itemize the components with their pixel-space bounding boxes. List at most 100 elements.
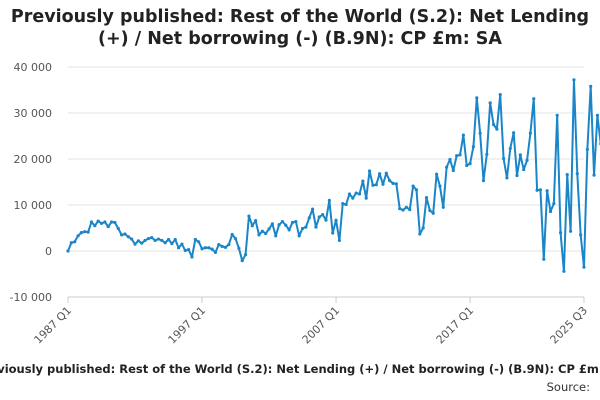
data-point[interactable] (183, 248, 187, 253)
data-point[interactable] (391, 181, 395, 185)
data-point[interactable] (83, 230, 87, 234)
data-point[interactable] (347, 192, 352, 196)
data-point[interactable] (109, 220, 114, 224)
data-point[interactable] (448, 157, 452, 162)
data-point[interactable] (589, 84, 593, 88)
data-point[interactable] (300, 226, 305, 231)
data-point[interactable] (505, 176, 509, 180)
data-point[interactable] (324, 218, 328, 222)
data-point[interactable] (254, 219, 258, 223)
data-point[interactable] (160, 238, 164, 243)
data-point[interactable] (267, 227, 271, 231)
data-point[interactable] (408, 208, 412, 212)
data-point[interactable] (548, 209, 553, 214)
data-point[interactable] (357, 192, 362, 196)
data-point[interactable] (445, 165, 449, 169)
data-point[interactable] (163, 241, 167, 245)
data-point[interactable] (592, 173, 596, 177)
data-point[interactable] (277, 223, 281, 227)
data-point[interactable] (290, 220, 295, 225)
data-point[interactable] (207, 246, 211, 250)
data-point[interactable] (247, 214, 251, 218)
data-point[interactable] (434, 172, 439, 176)
data-point[interactable] (508, 146, 512, 151)
data-point[interactable] (532, 97, 536, 101)
data-point[interactable] (176, 246, 181, 250)
data-point[interactable] (428, 208, 432, 213)
data-point[interactable] (153, 238, 157, 243)
data-point[interactable] (86, 230, 90, 234)
data-point[interactable] (471, 144, 476, 149)
data-point[interactable] (297, 234, 301, 238)
data-point[interactable] (260, 229, 264, 233)
data-point[interactable] (227, 242, 231, 247)
data-point[interactable] (414, 188, 419, 192)
data-point[interactable] (170, 242, 174, 246)
data-point[interactable] (535, 188, 539, 192)
data-point[interactable] (525, 158, 529, 162)
data-point[interactable] (411, 184, 415, 188)
data-point[interactable] (180, 242, 184, 246)
data-point[interactable] (522, 167, 526, 172)
data-point[interactable] (361, 179, 365, 183)
data-point[interactable] (558, 231, 563, 235)
data-point[interactable] (498, 93, 502, 97)
data-point[interactable] (538, 188, 543, 192)
data-point[interactable] (562, 269, 566, 273)
data-point[interactable] (485, 152, 489, 156)
data-point[interactable] (287, 228, 291, 232)
data-point[interactable] (337, 238, 341, 243)
data-point[interactable] (197, 240, 201, 244)
data-point[interactable] (501, 156, 506, 161)
data-point[interactable] (123, 232, 127, 236)
data-point[interactable] (528, 131, 532, 135)
data-point[interactable] (76, 234, 80, 238)
data-point[interactable] (250, 224, 254, 228)
data-point[interactable] (595, 113, 600, 117)
data-point[interactable] (120, 233, 124, 237)
data-point[interactable] (458, 153, 462, 157)
data-point[interactable] (341, 202, 345, 206)
data-point[interactable] (401, 208, 405, 212)
data-point[interactable] (468, 162, 472, 166)
data-point[interactable] (166, 237, 171, 242)
data-point[interactable] (190, 255, 194, 259)
data-point[interactable] (146, 236, 151, 241)
data-point[interactable] (378, 172, 382, 176)
data-point[interactable] (156, 237, 161, 241)
data-point[interactable] (133, 242, 137, 246)
data-point[interactable] (351, 196, 355, 200)
data-point[interactable] (210, 247, 214, 251)
data-point[interactable] (264, 231, 268, 236)
data-point[interactable] (585, 147, 589, 151)
data-point[interactable] (126, 235, 130, 239)
data-point[interactable] (438, 184, 442, 188)
data-point[interactable] (274, 234, 278, 238)
data-point[interactable] (374, 183, 378, 187)
data-point[interactable] (518, 153, 522, 157)
data-point[interactable] (317, 215, 321, 219)
data-point[interactable] (66, 249, 70, 253)
data-point[interactable] (398, 207, 402, 211)
data-point[interactable] (512, 131, 516, 135)
data-point[interactable] (233, 236, 238, 241)
data-point[interactable] (311, 207, 315, 211)
data-point[interactable] (354, 191, 358, 195)
data-point[interactable] (565, 173, 569, 177)
data-point[interactable] (475, 96, 479, 100)
data-point[interactable] (143, 238, 147, 243)
data-point[interactable] (364, 196, 368, 200)
data-point[interactable] (89, 220, 94, 224)
data-point[interactable] (555, 113, 559, 117)
data-point[interactable] (542, 257, 546, 261)
data-point[interactable] (200, 247, 204, 251)
data-point[interactable] (418, 232, 422, 236)
data-point[interactable] (421, 226, 425, 230)
data-point[interactable] (79, 231, 83, 235)
data-point[interactable] (481, 179, 486, 183)
data-point[interactable] (116, 226, 120, 231)
data-point[interactable] (381, 182, 385, 186)
data-point[interactable] (240, 259, 244, 263)
data-point[interactable] (465, 163, 469, 168)
data-point[interactable] (150, 236, 154, 240)
